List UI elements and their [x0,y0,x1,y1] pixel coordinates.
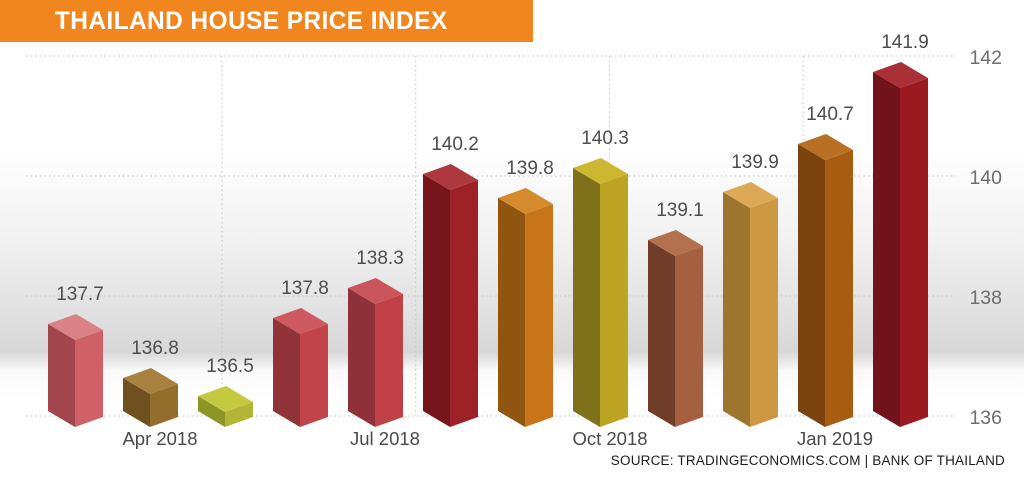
column-front-face [150,384,178,427]
column-side-face [423,174,450,427]
x-axis-label: Apr 2018 [122,428,197,449]
column-top-face [348,278,403,304]
column-top-face [498,188,553,214]
y-axis-label: 136 [969,407,1002,429]
column-value-label: 140.7 [806,104,854,125]
column-value-label: 136.5 [206,356,254,377]
column-top-face [273,308,328,334]
column-front-face [600,174,628,427]
column-side-face [498,198,525,427]
title-banner: THAILAND HOUSE PRICE INDEX [0,0,533,42]
column-front-face [675,246,703,427]
column-front-face [225,402,253,427]
column-side-face [273,318,300,427]
column-value-label: 140.3 [581,128,629,149]
column-top-face [873,62,928,88]
column-front-face [75,330,103,427]
column-top-face [423,164,478,190]
column-top-face [48,314,103,340]
column-front-face [375,294,403,427]
chart-title: THAILAND HOUSE PRICE INDEX [54,6,448,35]
column-front-face [750,198,778,427]
column-side-face [798,144,825,427]
x-axis-label: Jul 2018 [350,428,420,449]
column-side-face [48,324,75,427]
x-axis-label: Jan 2019 [797,428,873,449]
column-value-label: 141.9 [881,32,929,53]
column-value-label: 136.8 [131,338,179,359]
column-front-face [450,180,478,427]
y-axis-label: 142 [969,47,1002,69]
column-side-face [873,72,900,427]
y-axis-label: 138 [969,287,1002,309]
column-top-face [723,182,778,208]
column-top-face [648,230,703,256]
column-top-face [123,368,178,394]
column-front-face [300,324,328,427]
column-value-label: 139.8 [506,158,554,179]
column-top-face [573,158,628,184]
x-axis-label: Oct 2018 [572,428,647,449]
column-value-label: 139.9 [731,152,779,173]
column-value-label: 138.3 [356,248,404,269]
column-value-label: 137.7 [56,284,104,305]
column-side-face [123,378,150,427]
column-value-label: 137.8 [281,278,329,299]
column-side-face [648,240,675,427]
column-front-face [825,150,853,427]
column-side-face [723,192,750,427]
column-top-face [198,386,253,412]
column-side-face [348,288,375,427]
source-credit: SOURCE: TRADINGECONOMICS.COM | BANK OF T… [610,453,1005,468]
column-top-face [798,134,853,160]
column-side-face [573,168,600,427]
y-axis-label: 140 [969,167,1002,189]
column-side-face [198,396,225,427]
column-value-label: 140.2 [431,134,479,155]
column-front-face [525,204,553,427]
column-value-label: 139.1 [656,200,704,221]
column-front-face [900,78,928,427]
